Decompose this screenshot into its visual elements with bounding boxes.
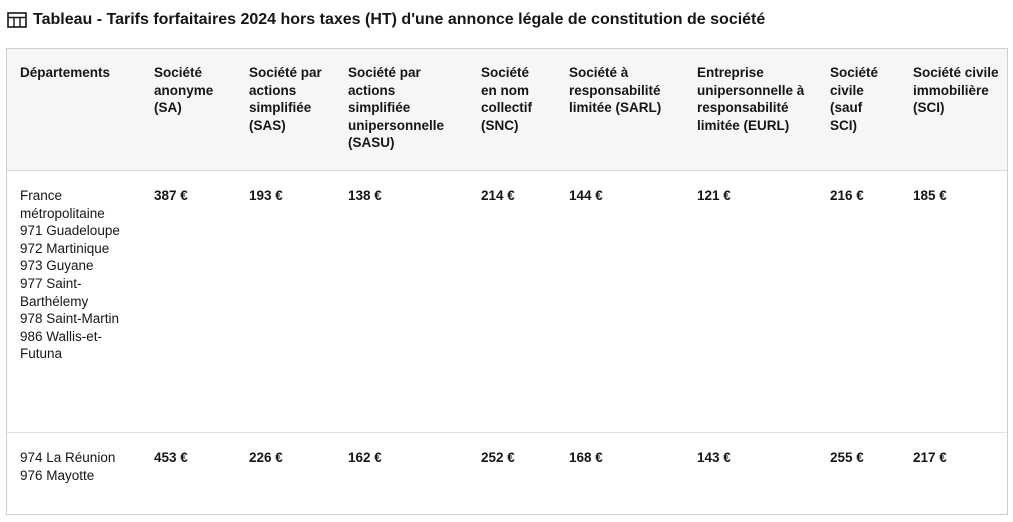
department-name: 976 Mayotte: [20, 467, 95, 483]
department-name: 971 Guadeloupe: [20, 223, 120, 239]
header-sci: Société civile immobilière (SCI): [900, 49, 1007, 171]
price-snc: 252 €: [481, 450, 515, 465]
price-eurl: 121 €: [684, 170, 817, 433]
table-row: 974 La Réunion 976 Mayotte 453 € 226 € 1…: [7, 433, 1007, 500]
price-sci: 185 €: [900, 170, 1007, 433]
price-sas: 193 €: [236, 170, 335, 433]
department-name: 977 Saint-Barthélemy: [20, 275, 89, 309]
header-sc: Société civile (sauf SCI): [817, 49, 900, 171]
price-sarl: 168 €: [569, 450, 603, 465]
table-caption: Tableau - Tarifs forfaitaires 2024 hors …: [7, 6, 765, 34]
department-name: 974 La Réunion: [20, 450, 116, 465]
price-eurl: 143 €: [697, 450, 731, 465]
header-eurl: Entreprise unipersonnelle à responsabili…: [684, 49, 817, 171]
price-sasu: 162 €: [348, 450, 382, 465]
tariff-table-container[interactable]: Départements Société anonyme (SA) Sociét…: [6, 48, 1008, 515]
department-name: 973 Guyane: [20, 258, 94, 274]
table-row: France métropolitaine 971 Guadeloupe 972…: [7, 170, 1007, 433]
header-departments: Départements: [7, 49, 141, 171]
header-sa: Société anonyme (SA): [141, 49, 236, 171]
header-sasu: Société par actions simplifiée uniperson…: [335, 49, 468, 171]
department-name: France métropolitaine: [20, 188, 105, 221]
price-sc: 216 €: [817, 170, 900, 433]
price-snc: 214 €: [468, 170, 556, 433]
department-name: 978 Saint-Martin: [20, 311, 120, 327]
price-sarl: 144 €: [556, 170, 684, 433]
price-sa: 387 €: [141, 170, 236, 433]
header-sas: Société par actions simplifiée (SAS): [236, 49, 335, 171]
header-sarl: Société à responsabilité limitée (SARL): [556, 49, 684, 171]
price-sa: 453 €: [154, 450, 188, 465]
price-sci: 217 €: [913, 450, 947, 465]
department-name: 972 Martinique: [20, 240, 110, 256]
price-sc: 255 €: [830, 450, 864, 465]
caption-text: Tableau - Tarifs forfaitaires 2024 hors …: [33, 11, 766, 28]
tariff-table: Départements Société anonyme (SA) Sociét…: [7, 49, 1007, 500]
price-sasu: 138 €: [335, 170, 468, 433]
table-icon: [7, 12, 27, 28]
departments-cell: 974 La Réunion 976 Mayotte: [7, 433, 141, 500]
header-snc: Société en nom collectif (SNC): [468, 49, 556, 171]
departments-cell: France métropolitaine 971 Guadeloupe 972…: [7, 170, 141, 433]
header-row: Départements Société anonyme (SA) Sociét…: [7, 49, 1007, 171]
price-sas: 226 €: [249, 450, 283, 465]
department-name: 986 Wallis-et-Futuna: [20, 328, 103, 362]
